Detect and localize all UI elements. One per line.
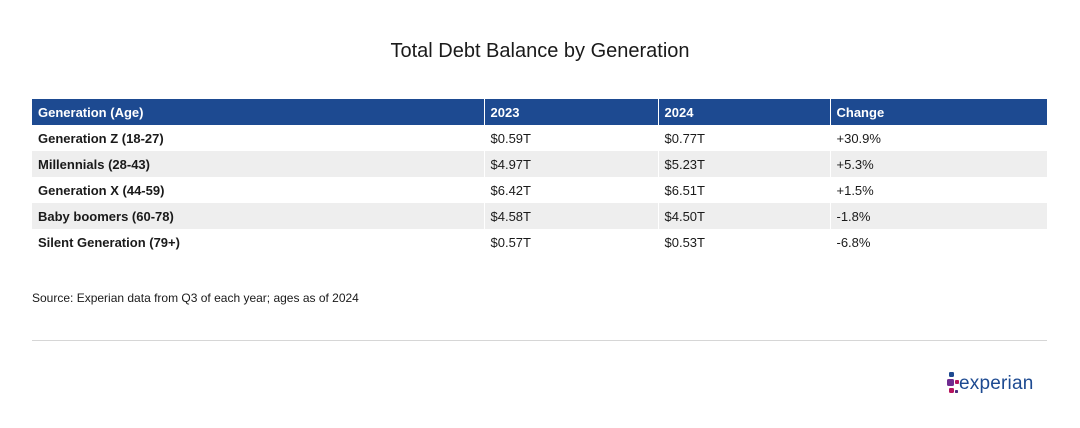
experian-dots-icon xyxy=(947,372,959,393)
cell-2023: $4.58T xyxy=(483,203,658,229)
cell-2023: $0.57T xyxy=(483,229,658,255)
source-note: Source: Experian data from Q3 of each ye… xyxy=(32,291,359,305)
cell-change: +30.9% xyxy=(829,125,1047,151)
cell-change: -6.8% xyxy=(829,229,1047,255)
cell-generation: Generation Z (18-27) xyxy=(32,125,484,151)
table-row: Silent Generation (79+) $0.57T $0.53T -6… xyxy=(32,229,1047,255)
chart-title: Total Debt Balance by Generation xyxy=(390,40,690,62)
cell-2024: $5.23T xyxy=(657,151,830,177)
cell-2023: $4.97T xyxy=(483,151,658,177)
cell-generation: Baby boomers (60-78) xyxy=(32,203,484,229)
cell-generation: Generation X (44-59) xyxy=(32,177,484,203)
cell-2024: $0.53T xyxy=(657,229,830,255)
experian-logo: experian xyxy=(946,370,1046,400)
cell-change: +5.3% xyxy=(829,151,1047,177)
cell-generation: Silent Generation (79+) xyxy=(32,229,484,255)
header-change: Change xyxy=(829,99,1047,125)
cell-2024: $4.50T xyxy=(657,203,830,229)
cell-change: +1.5% xyxy=(829,177,1047,203)
cell-2024: $6.51T xyxy=(657,177,830,203)
experian-wordmark: experian xyxy=(959,373,1034,394)
cell-2023: $6.42T xyxy=(483,177,658,203)
cell-2023: $0.59T xyxy=(483,125,658,151)
divider xyxy=(32,340,1047,341)
table-row: Baby boomers (60-78) $4.58T $4.50T -1.8% xyxy=(32,203,1047,229)
cell-2024: $0.77T xyxy=(657,125,830,151)
table-row: Generation Z (18-27) $0.59T $0.77T +30.9… xyxy=(32,125,1047,151)
cell-generation: Millennials (28-43) xyxy=(32,151,484,177)
table-header-row: Generation (Age) 2023 2024 Change xyxy=(32,99,1047,125)
header-generation: Generation (Age) xyxy=(32,99,484,125)
header-2023: 2023 xyxy=(483,99,658,125)
table-row: Millennials (28-43) $4.97T $5.23T +5.3% xyxy=(32,151,1047,177)
header-2024: 2024 xyxy=(657,99,830,125)
debt-table: Generation (Age) 2023 2024 Change Genera… xyxy=(32,99,1047,255)
cell-change: -1.8% xyxy=(829,203,1047,229)
table-row: Generation X (44-59) $6.42T $6.51T +1.5% xyxy=(32,177,1047,203)
